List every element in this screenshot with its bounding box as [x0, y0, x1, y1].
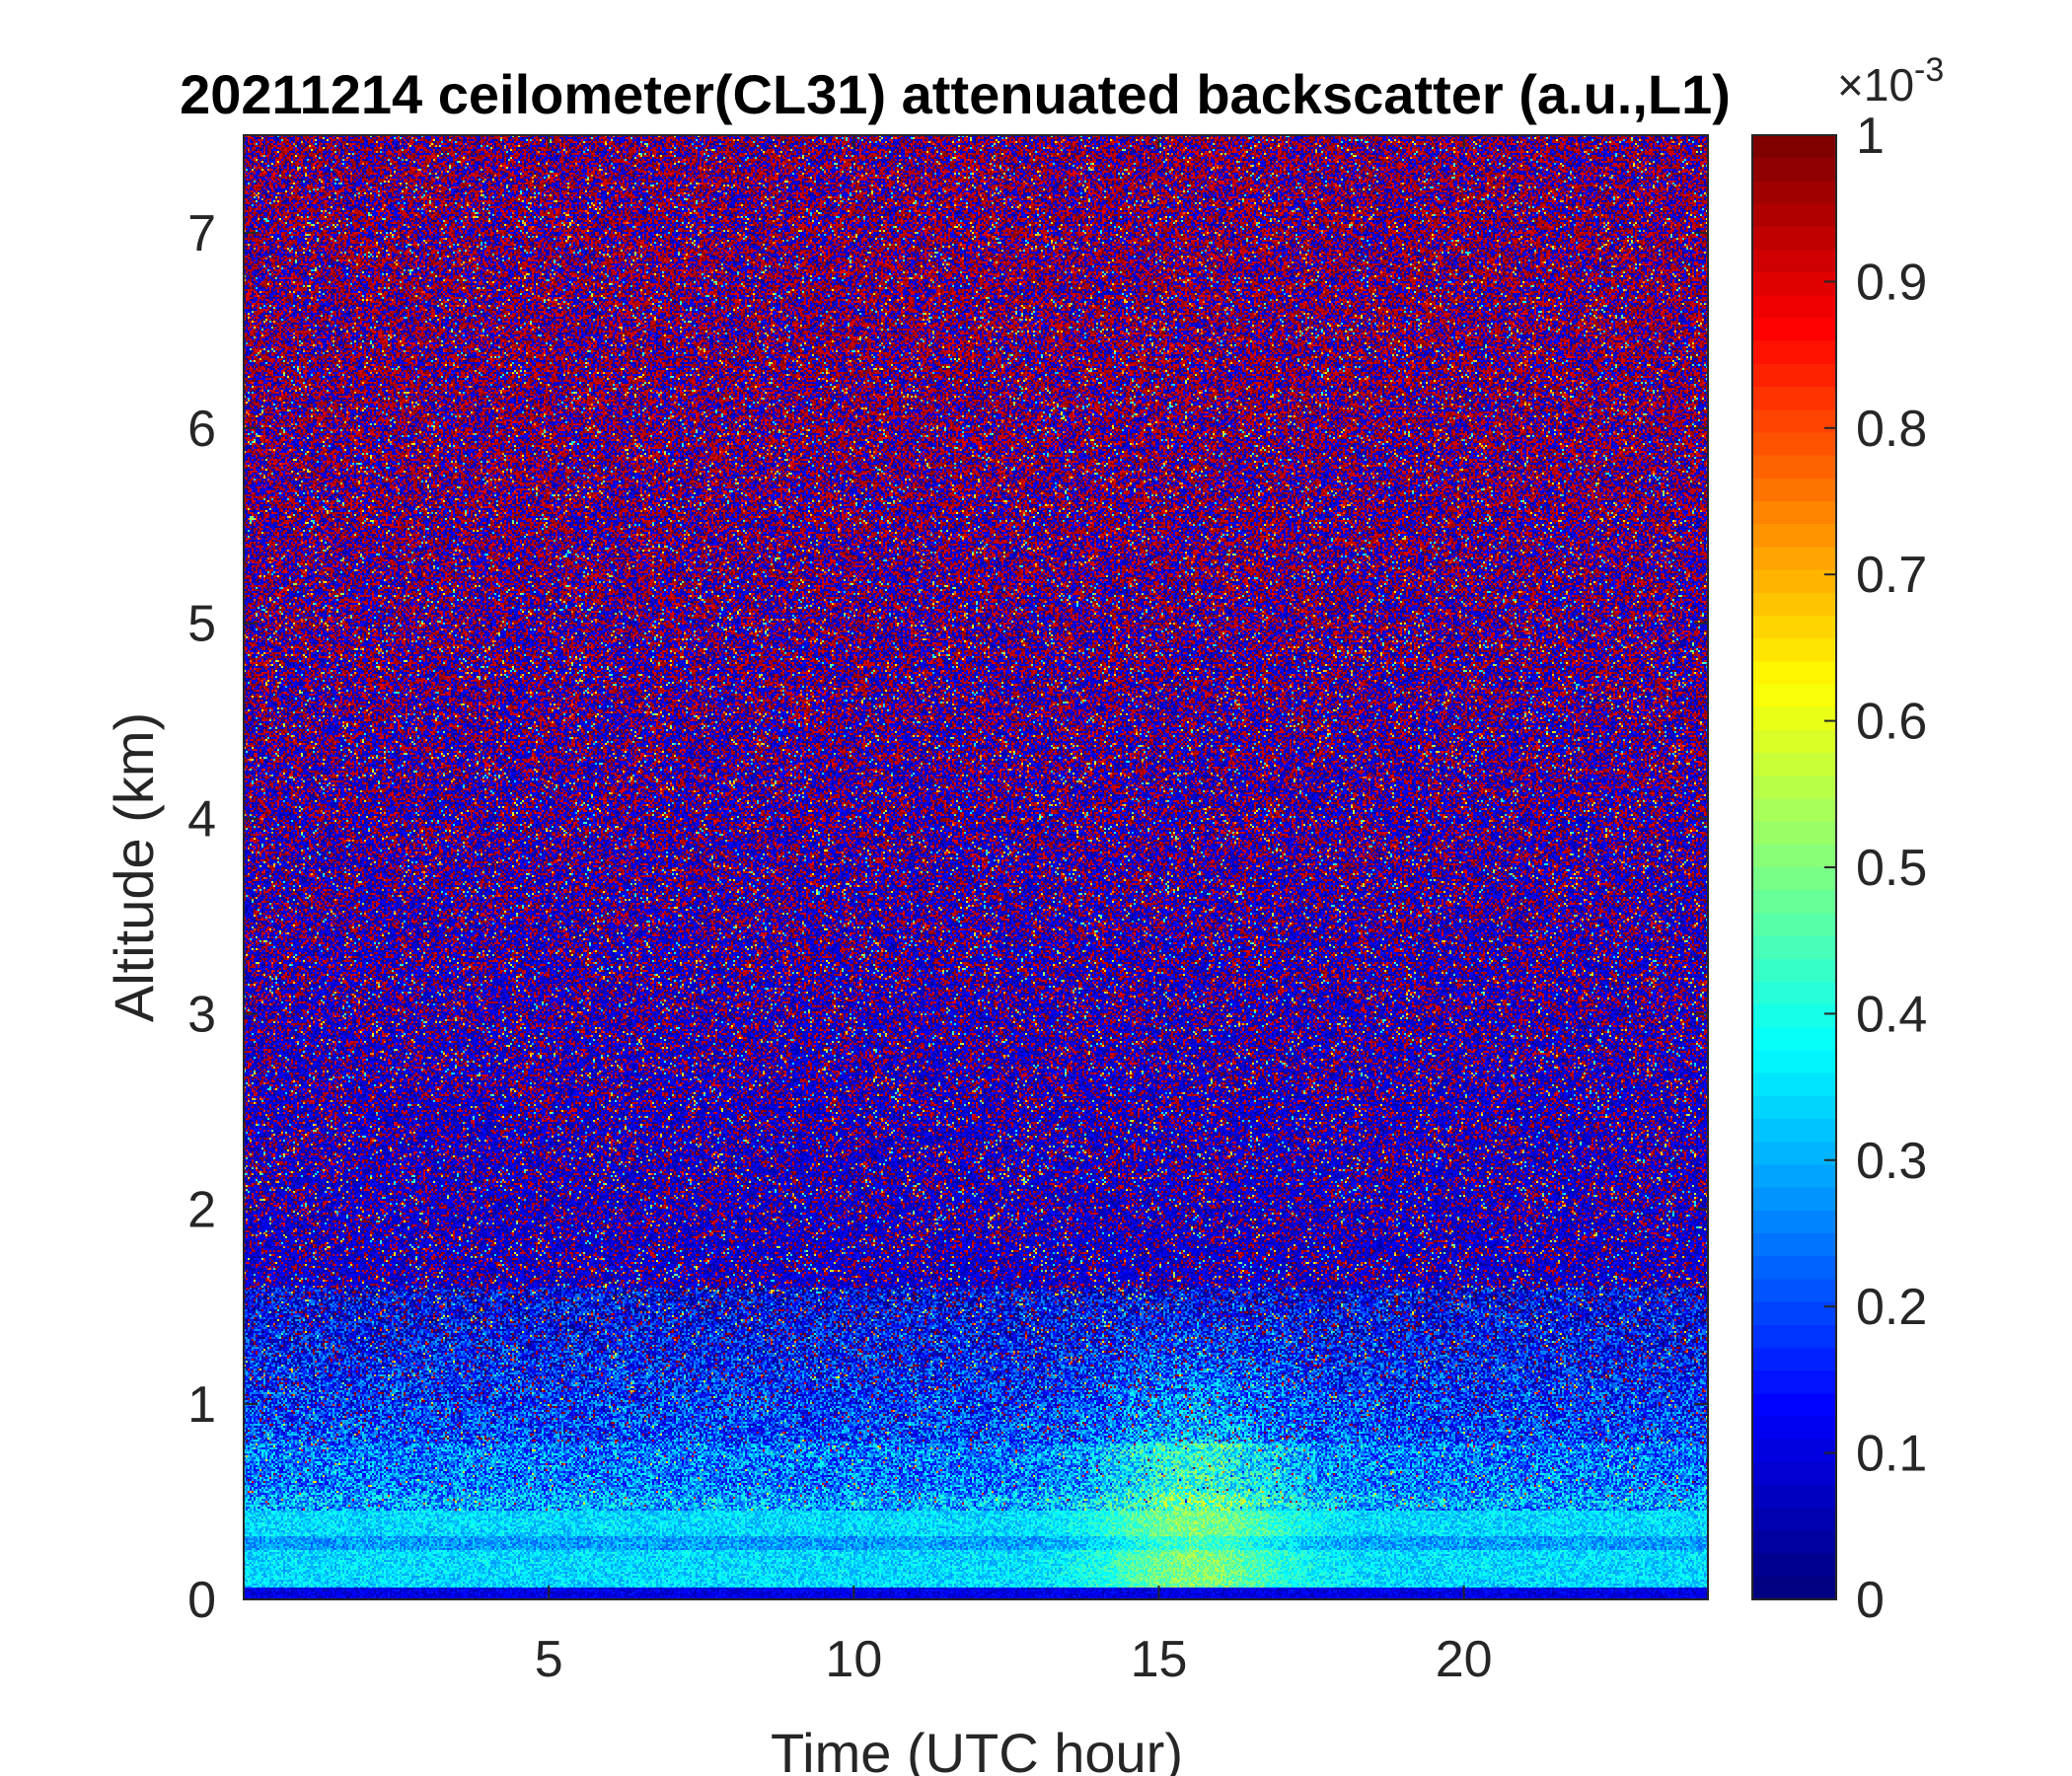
heatmap-image-container	[244, 135, 1708, 1599]
colorbar-tick-label: 0.8	[1856, 401, 1927, 458]
y-axis-label: Altitude (km)	[103, 712, 165, 1022]
x-tick-label: 15	[1131, 1631, 1188, 1688]
colorbar-tick-label: 0.6	[1856, 694, 1927, 751]
colorbar-tick-label: 1	[1856, 108, 1885, 165]
y-tick-label: 0	[187, 1572, 216, 1629]
x-tick-label: 5	[535, 1631, 563, 1688]
colorbar-tick-label: 0	[1856, 1572, 1885, 1629]
colorbar-exponent: ×10-3	[1837, 51, 1944, 111]
y-tick-label: 6	[187, 401, 216, 458]
colorbar-gradient-container	[1752, 135, 1836, 1599]
y-tick-label: 7	[187, 205, 216, 262]
colorbar-tick-label: 0.4	[1856, 986, 1927, 1043]
chart-title: 20211214 ceilometer(CL31) attenuated bac…	[180, 63, 1731, 125]
colorbar-tick-label: 0.1	[1856, 1426, 1927, 1483]
y-tick-label: 3	[187, 986, 216, 1043]
y-tick-label: 1	[187, 1376, 216, 1434]
x-axis-ticks: 5 10 15 20	[535, 135, 1493, 1688]
colorbar-gradient	[1752, 135, 1836, 1599]
colorbar-tick-label: 0.9	[1856, 254, 1927, 311]
y-axis-ticks: 0 1 2 3 4 5 6 7	[187, 205, 1708, 1629]
colorbar-tick-label: 0.5	[1856, 840, 1927, 897]
colorbar: 0 0.1 0.2 0.3 0.4 0.5 0.6 0.7 0.8 0.9 1 ×10-3	[1751, 51, 1944, 1629]
y-tick-label: 5	[187, 596, 216, 653]
y-tick-label: 4	[187, 791, 216, 849]
colorbar-tick-label: 0.3	[1856, 1133, 1927, 1190]
colorbar-tick-label: 0.7	[1856, 547, 1927, 604]
y-tick-label: 2	[187, 1181, 216, 1238]
x-axis-label: Time (UTC hour)	[771, 1722, 1183, 1776]
colorbar-exponent-base: ×10	[1837, 59, 1914, 111]
x-tick-label: 10	[825, 1631, 882, 1688]
colorbar-ticks: 0 0.1 0.2 0.3 0.4 0.5 0.6 0.7 0.8 0.9 1	[1824, 108, 1927, 1629]
backscatter-heatmap	[244, 135, 1708, 1599]
plot-frame	[243, 134, 1709, 1600]
colorbar-tick-label: 0.2	[1856, 1279, 1927, 1336]
plot-area: 5 10 15 20 0 1 2 3 4 5 6 7	[187, 134, 1709, 1688]
colorbar-exponent-power: -3	[1914, 51, 1944, 89]
x-tick-label: 20	[1436, 1631, 1493, 1688]
